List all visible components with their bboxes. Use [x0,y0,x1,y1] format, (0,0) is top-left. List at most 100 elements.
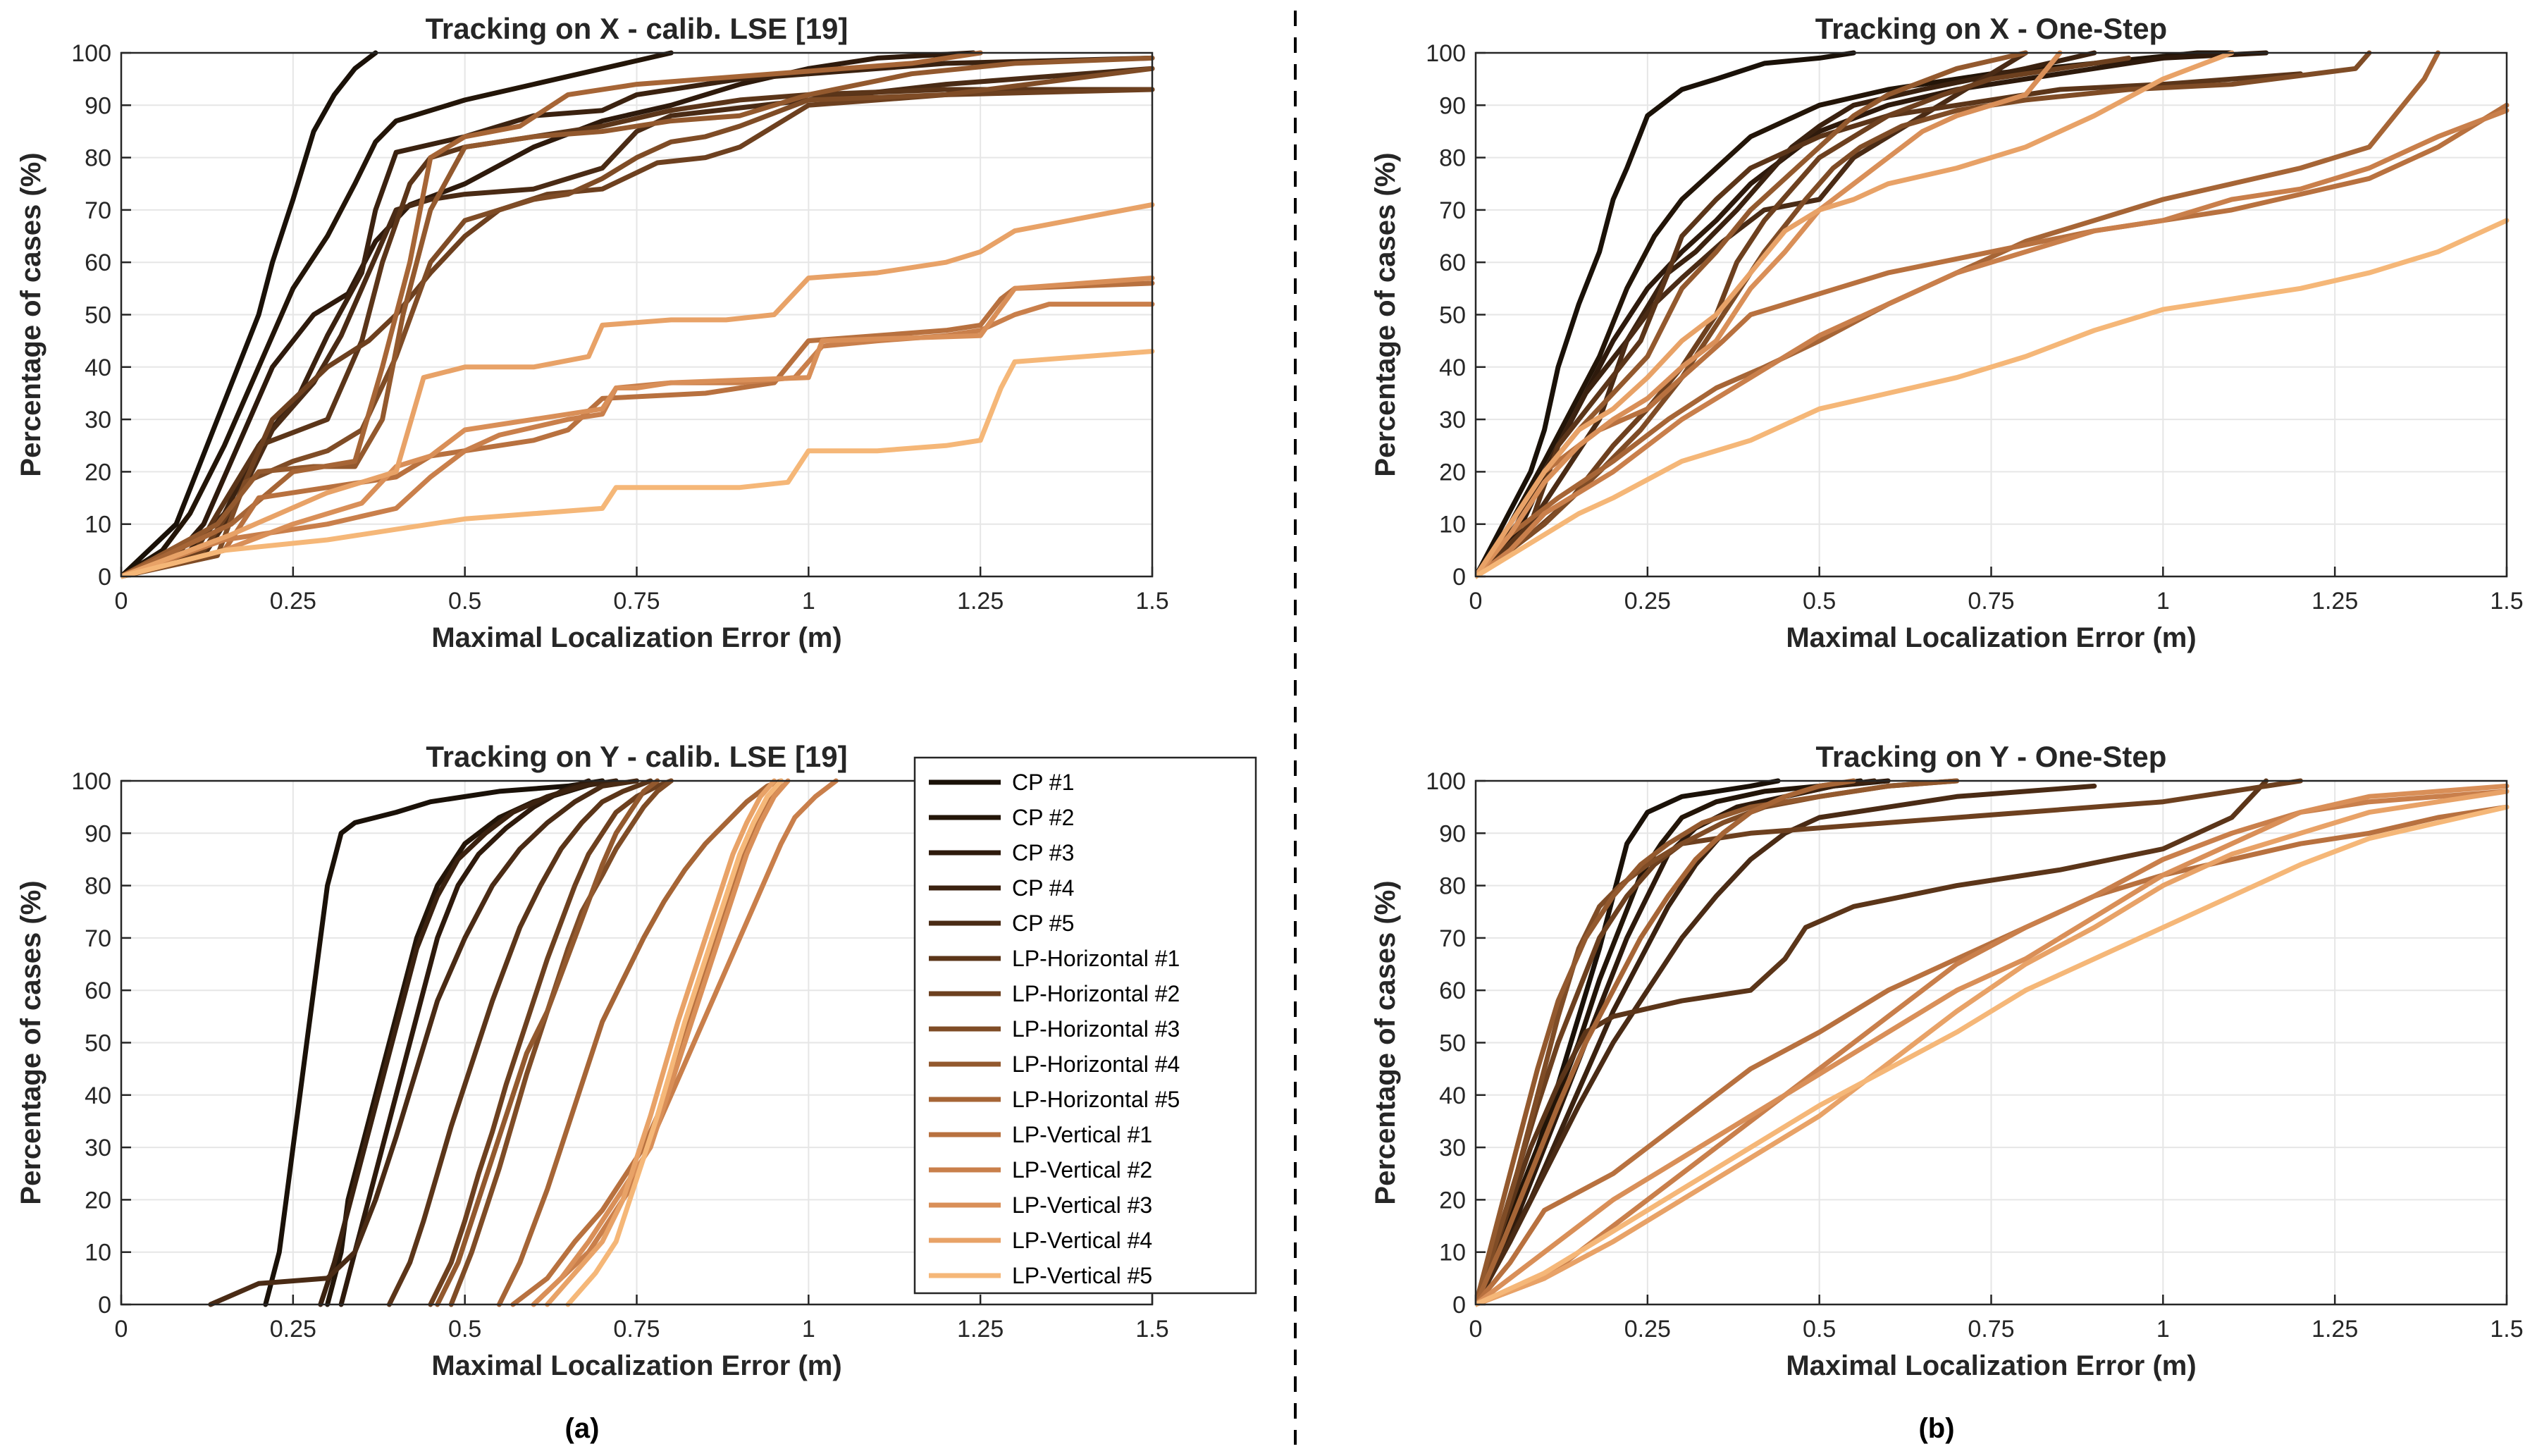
series-lp-vertical-4 [545,778,777,1307]
series-cp-2 [121,50,674,579]
y-tick-label: 40 [85,1082,111,1109]
y-tick-label: 80 [1439,145,1466,172]
y-axis-label: Percentage of cases (%) [1370,152,1401,476]
y-tick-label: 10 [85,1240,111,1266]
panel-x-one-step: 0 10 20 30 40 50 60 70 80 90 100 0 0.25 0.5 0.75 1 1.25 1… [1370,12,2524,653]
y-tick-label: 40 [1439,1082,1466,1109]
series-lp-vertical-4 [1476,789,2510,1307]
x-tick-label: 0 [115,588,128,615]
x-tick-label: 1.25 [957,1316,1004,1343]
y-tick-label: 90 [1439,92,1466,119]
y-tick-label: 70 [85,925,111,952]
legend-label: LP-Horizontal #4 [1012,1051,1180,1077]
series-lp-vertical-2 [1476,108,2510,579]
legend-label: CP #2 [1012,805,1074,830]
legend: CP #1 CP #2 CP #3 CP #4 CP #5 LP-Horizontal #… [913,756,1257,1295]
y-tick-label: 20 [1439,459,1466,486]
x-tick-label: 1 [802,1316,815,1343]
y-tick-label: 70 [85,197,111,224]
series-lp-vertical-3 [1476,783,2510,1307]
legend-label: LP-Horizontal #3 [1012,1016,1180,1042]
x-tick-label: 0.75 [613,588,660,615]
x-tick-label: 0.5 [1803,588,1836,615]
caption-b: (b) [1918,1413,1954,1444]
y-tick-label: 0 [1452,564,1466,591]
series-lp-vertical-3 [531,778,791,1307]
legend-label: CP #4 [1012,875,1074,901]
x-tick-label: 0 [1469,1316,1483,1343]
x-tick-label: 1.5 [1135,588,1168,615]
x-tick-label: 0.25 [1624,1316,1671,1343]
series-cp-1 [1476,50,1856,579]
series-cp-2 [1476,778,1863,1307]
legend-label: LP-Horizontal #2 [1012,981,1180,1006]
legend-label: CP #1 [1012,770,1074,795]
series-lp-vertical-1 [1476,804,2510,1307]
series-lp-horizontal-5 [496,778,784,1307]
series-cp-5 [208,778,639,1307]
y-axis-label: Percentage of cases (%) [16,152,47,476]
series-lp-vertical-4 [121,202,1155,579]
x-tick-label: 0.5 [1803,1316,1836,1343]
x-tick-label: 1.25 [2311,588,2358,615]
x-tick-label: 1.5 [2490,588,2523,615]
legend-label: LP-Vertical #2 [1012,1157,1152,1183]
x-tick-label: 0.25 [1624,588,1671,615]
series-group [1476,778,2510,1307]
x-tick-label: 0.75 [1968,588,2014,615]
series-cp-1 [121,50,378,579]
y-tick-label: 80 [85,873,111,900]
y-tick-label: 50 [1439,302,1466,329]
y-tick-label: 0 [1452,1292,1466,1319]
x-tick-label: 0 [115,1316,128,1343]
y-tick-label: 70 [1439,197,1466,224]
y-tick-label: 0 [98,1292,111,1319]
y-tick-label: 50 [85,302,111,329]
chart-title: Tracking on X - calib. LSE [19] [426,12,848,45]
series-cp-5 [1476,783,2097,1307]
y-tick-label: 30 [1439,407,1466,433]
x-tick-label: 1.25 [2311,1316,2358,1343]
plot-frame [1474,51,2508,578]
y-tick-label: 20 [1439,1187,1466,1214]
y-axis-label: Percentage of cases (%) [1370,880,1401,1204]
x-tick-label: 1.25 [957,588,1004,615]
y-tick-label: 100 [71,768,111,795]
y-tick-label: 60 [1439,977,1466,1004]
legend-label: LP-Vertical #3 [1012,1192,1152,1218]
chart-title: Tracking on Y - One-Step [1816,740,2167,773]
y-tick-label: 60 [1439,249,1466,276]
x-tick-label: 1 [802,588,815,615]
x-tick-label: 1 [2156,1316,2170,1343]
y-tick-label: 50 [85,1030,111,1057]
y-tick-label: 80 [85,145,111,172]
plot-frame [1474,779,2508,1306]
x-tick-label: 0 [1469,588,1483,615]
y-tick-label: 20 [85,1187,111,1214]
y-tick-label: 90 [85,92,111,119]
x-tick-label: 0.25 [270,588,316,615]
y-tick-label: 40 [1439,354,1466,381]
y-tick-label: 10 [85,512,111,538]
y-tick-label: 40 [85,354,111,381]
x-tick-label: 1.5 [2490,1316,2523,1343]
series-lp-vertical-5 [1476,804,2510,1307]
x-axis-label: Maximal Localization Error (m) [1786,1350,2196,1381]
series-lp-horizontal-4 [1476,778,1960,1307]
series-group [208,778,839,1307]
series-cp-3 [1476,778,1891,1307]
y-tick-label: 60 [85,977,111,1004]
x-tick-label: 0.75 [613,1316,660,1343]
series-cp-3 [338,778,591,1307]
series-lp-horizontal-2 [428,778,674,1307]
y-tick-label: 100 [1426,768,1466,795]
y-tick-label: 90 [85,820,111,847]
y-tick-label: 70 [1439,925,1466,952]
y-tick-label: 90 [1439,820,1466,847]
series-lp-vertical-5 [121,349,1155,579]
series-cp-2 [1476,50,2235,579]
y-tick-label: 10 [1439,512,1466,538]
y-tick-label: 80 [1439,873,1466,900]
legend-label: LP-Vertical #5 [1012,1263,1152,1288]
